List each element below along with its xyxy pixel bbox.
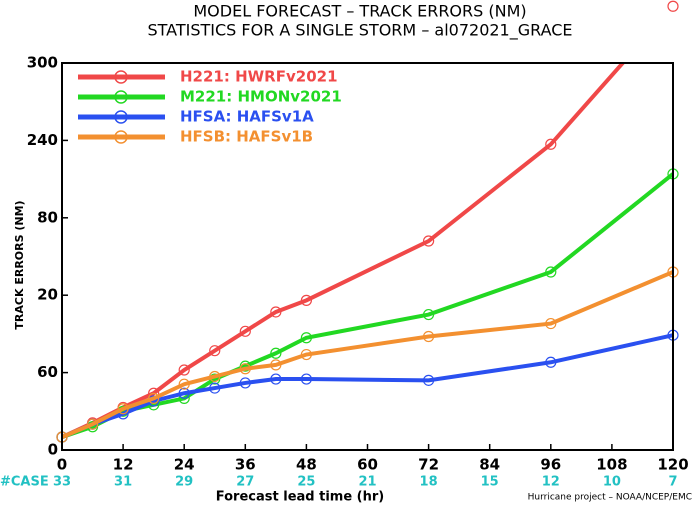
legend-marker	[114, 70, 128, 84]
x-tick-label: 60	[357, 456, 378, 474]
case-count: 7	[668, 475, 677, 490]
series-line	[62, 63, 626, 439]
point-marker	[148, 392, 160, 404]
series-line-group	[62, 63, 626, 439]
footnote: Hurricane project – NOAA/NCEP/EMC	[528, 493, 692, 503]
y-axis-label: TRACK ERRORS (NM)	[13, 200, 26, 329]
point-marker	[423, 330, 435, 343]
legend-label: H221: HWRFv2021	[180, 68, 338, 86]
legend-marker	[114, 90, 128, 104]
point-marker	[300, 373, 312, 385]
legend-label: M221: HMONv2021	[180, 88, 342, 106]
y-tick-label: 80	[37, 208, 58, 226]
legend-marker	[114, 130, 128, 144]
point-marker	[117, 403, 129, 415]
legend-label: HFSB: HAFSv1B	[180, 128, 313, 146]
case-count: 10	[603, 475, 621, 490]
y-tick-label: 60	[37, 363, 58, 381]
y-tick-label: 20	[37, 286, 58, 304]
case-count: 33	[53, 475, 71, 490]
legend-label: HFSA: HAFSv1A	[180, 108, 314, 126]
x-tick-label: 0	[57, 456, 67, 474]
case-count: 12	[542, 475, 560, 490]
point-marker	[270, 347, 282, 359]
x-tick-label: 36	[235, 456, 256, 474]
point-marker	[270, 359, 282, 371]
x-tick-label: 12	[113, 456, 134, 474]
point-marker	[178, 364, 190, 376]
point-marker	[209, 370, 221, 383]
x-tick-label: 72	[418, 456, 439, 474]
y-tick-label: 300	[27, 54, 58, 72]
case-count: 15	[481, 475, 499, 490]
point-marker	[545, 356, 557, 368]
x-tick-label: 84	[479, 456, 500, 474]
point-marker	[423, 374, 435, 386]
y-tick-label: 0	[48, 441, 58, 459]
point-marker	[270, 373, 282, 385]
case-label: #CASE	[0, 475, 49, 490]
series-line-group	[62, 270, 673, 439]
legend-marker	[114, 110, 128, 124]
point-marker	[239, 363, 251, 375]
y-tick-label: 240	[27, 131, 58, 149]
point-marker	[545, 138, 557, 150]
point-marker	[545, 266, 557, 278]
series-line-group	[62, 333, 673, 439]
plot-area: H221: HWRFv2021 M221: HMONv2021 HFSA: HAFS…	[56, 0, 679, 443]
point-marker	[178, 387, 190, 399]
point-marker	[209, 345, 221, 357]
point-marker	[239, 377, 251, 389]
point-marker	[423, 308, 435, 321]
case-count: 21	[358, 475, 376, 490]
point-marker	[270, 306, 282, 318]
case-count: 18	[420, 475, 438, 490]
x-axis-label: Forecast lead time (hr)	[216, 490, 384, 505]
x-tick-label: 24	[174, 456, 195, 474]
point-marker	[239, 325, 251, 337]
case-count: 25	[297, 475, 315, 490]
series-line	[62, 333, 673, 439]
point-marker	[545, 317, 557, 330]
x-tick-label: 96	[540, 456, 561, 474]
x-tick-label: 120	[657, 456, 688, 474]
point-marker	[86, 418, 99, 430]
point-marker	[423, 235, 435, 247]
x-tick-label: 48	[296, 456, 317, 474]
point-marker	[178, 378, 190, 390]
point-marker	[667, 0, 679, 12]
case-count: 31	[114, 475, 132, 490]
point-marker	[300, 332, 312, 344]
case-count: 29	[175, 475, 193, 490]
chart-title: MODEL FORECAST – TRACK ERRORS (NM)	[193, 2, 526, 21]
x-tick-label: 108	[596, 456, 627, 474]
point-marker	[209, 382, 221, 394]
point-marker	[300, 348, 312, 361]
point-marker	[300, 294, 312, 306]
chart-subtitle: STATISTICS FOR A SINGLE STORM – al072021…	[147, 21, 572, 41]
series-line	[62, 270, 673, 439]
case-count: 27	[236, 475, 254, 490]
